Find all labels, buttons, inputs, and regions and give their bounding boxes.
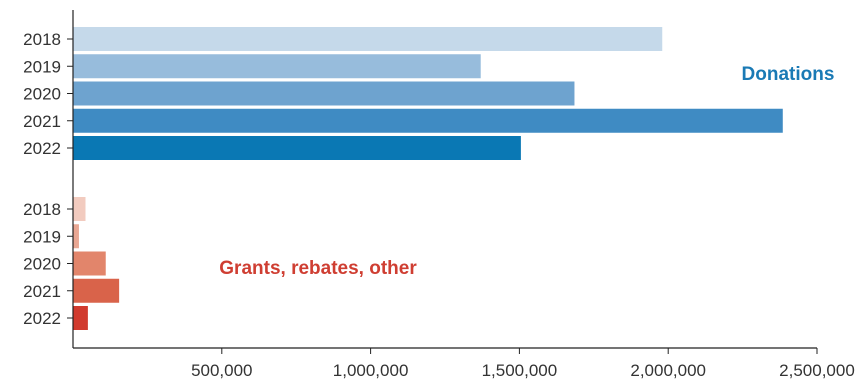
bars-layer <box>73 27 783 330</box>
bar-donations-2021 <box>73 108 783 133</box>
bar-grants-rebates-other-2018 <box>73 197 86 221</box>
bar-donations-2020 <box>73 81 575 106</box>
category-label-grants-rebates-other-2019: 2019 <box>23 227 61 246</box>
bar-grants-rebates-other-2022 <box>73 306 88 330</box>
grants-rebates-other-label: Grants, rebates, other <box>219 258 417 279</box>
bar-grants-rebates-other-2019 <box>73 224 79 249</box>
category-label-grants-rebates-other-2020: 2020 <box>23 255 61 274</box>
x-tick-label-1500000: 1,500,000 <box>482 361 558 380</box>
bar-donations-2018 <box>73 27 663 51</box>
category-label-donations-2018: 2018 <box>23 30 61 49</box>
bar-grants-rebates-other-2021 <box>73 278 120 303</box>
x-tick-label-2000000: 2,000,000 <box>630 361 706 380</box>
category-label-donations-2020: 2020 <box>23 85 61 104</box>
bar-donations-2022 <box>73 136 521 160</box>
bar-grants-rebates-other-2020 <box>73 251 106 276</box>
category-label-grants-rebates-other-2021: 2021 <box>23 282 61 301</box>
category-label-donations-2019: 2019 <box>23 57 61 76</box>
category-label-donations-2022: 2022 <box>23 139 61 158</box>
category-labels: 2018 2019 2020 2021 2022 2018 2019 2020 2021 2022 <box>23 30 73 328</box>
category-label-donations-2021: 2021 <box>23 112 61 131</box>
x-tick-label-1000000: 1,000,000 <box>333 361 409 380</box>
category-label-grants-rebates-other-2018: 2018 <box>23 200 61 219</box>
bar-donations-2019 <box>73 54 481 79</box>
x-axis-ticks: 500,000 1,000,000 1,500,000 2,000,000 2,500,… <box>191 348 855 380</box>
donations-label: Donations <box>742 64 835 85</box>
category-label-grants-rebates-other-2022: 2022 <box>23 309 61 328</box>
x-tick-label-500000: 500,000 <box>191 361 252 380</box>
x-tick-label-2500000: 2,500,000 <box>779 361 855 380</box>
